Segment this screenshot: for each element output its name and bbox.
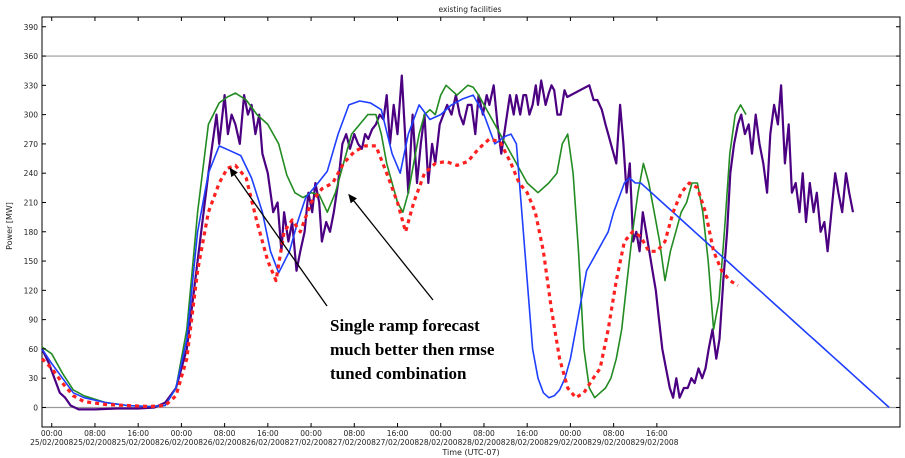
- y-tick-label: 270: [24, 140, 39, 149]
- y-axis-title: Power [MW]: [5, 202, 14, 250]
- y-tick-label: 390: [24, 23, 39, 32]
- series-line-2: [41, 84, 747, 408]
- y-tick-label: 300: [24, 111, 39, 120]
- annotation-arrow: [348, 193, 434, 301]
- x-tick-label-date: 27/02/2008: [289, 438, 332, 447]
- x-axis: 00:0025/02/200808:0025/02/200816:0025/02…: [30, 17, 679, 447]
- x-tick-label-time: 00:00: [430, 429, 452, 438]
- y-axis: 0 30 60 90 120 150 180 210 240 270 300 330 360 390: [24, 23, 900, 412]
- x-tick-label-time: 08:00: [473, 429, 495, 438]
- reference-lines: [42, 55, 900, 409]
- x-tick-label-time: 16:00: [387, 429, 409, 438]
- x-tick-label-date: 27/02/2008: [376, 438, 419, 447]
- x-tick-label-date: 25/02/2008: [73, 438, 116, 447]
- plot-area: [41, 16, 901, 428]
- annotation: Single ramp forecast much better then rm…: [229, 167, 495, 383]
- series-layer: [40, 74, 890, 411]
- y-tick-label: 30: [28, 374, 38, 383]
- series-line-3: [41, 94, 890, 409]
- plot-frame: [41, 16, 901, 428]
- x-tick-label-time: 00:00: [41, 429, 63, 438]
- y-tick-label: 330: [24, 81, 39, 90]
- x-tick-label-date: 28/02/2008: [462, 438, 505, 447]
- x-tick-label-date: 29/02/2008: [549, 438, 592, 447]
- x-tick-label-time: 08:00: [84, 429, 106, 438]
- y-tick-label: 360: [24, 52, 39, 61]
- y-tick-label: 0: [33, 403, 38, 412]
- y-tick-label: 90: [28, 316, 38, 325]
- x-tick-label-date: 25/02/2008: [30, 438, 73, 447]
- x-tick-label-time: 00:00: [300, 429, 322, 438]
- x-tick-label-date: 29/02/2008: [592, 438, 635, 447]
- annotation-arrow: [229, 167, 328, 307]
- y-tick-label: 150: [24, 257, 39, 266]
- x-tick-label-date: 27/02/2008: [333, 438, 376, 447]
- series-line-1: [41, 74, 855, 411]
- x-tick-label-time: 16:00: [257, 429, 279, 438]
- y-tick-label: 240: [24, 169, 39, 178]
- x-tick-label-time: 08:00: [343, 429, 365, 438]
- x-tick-label-time: 00:00: [560, 429, 582, 438]
- x-axis-title: Time (UTC-07): [441, 448, 499, 457]
- x-tick-label-date: 28/02/2008: [419, 438, 462, 447]
- x-tick-label-time: 16:00: [646, 429, 668, 438]
- y-tick-label: 60: [28, 345, 38, 354]
- x-tick-label-date: 25/02/2008: [117, 438, 160, 447]
- x-tick-label-date: 26/02/2008: [160, 438, 203, 447]
- annotation-line-1: Single ramp forecast: [330, 316, 480, 335]
- x-tick-label-date: 26/02/2008: [246, 438, 289, 447]
- x-tick-label-time: 00:00: [171, 429, 193, 438]
- series-line-4: [40, 137, 739, 409]
- chart-title: existing facilities: [439, 5, 502, 14]
- annotation-line-2: much better then rmse: [330, 340, 495, 359]
- x-tick-label-time: 08:00: [603, 429, 625, 438]
- x-tick-label-time: 08:00: [214, 429, 236, 438]
- x-tick-label-date: 28/02/2008: [506, 438, 549, 447]
- x-tick-label-time: 16:00: [516, 429, 538, 438]
- y-tick-label: 120: [24, 286, 39, 295]
- x-tick-label-date: 26/02/2008: [203, 438, 246, 447]
- y-tick-label: 180: [24, 228, 39, 237]
- y-tick-label: 210: [24, 198, 39, 207]
- x-tick-label-time: 16:00: [127, 429, 149, 438]
- x-tick-label-date: 29/02/2008: [635, 438, 678, 447]
- annotation-line-3: tuned combination: [330, 364, 467, 383]
